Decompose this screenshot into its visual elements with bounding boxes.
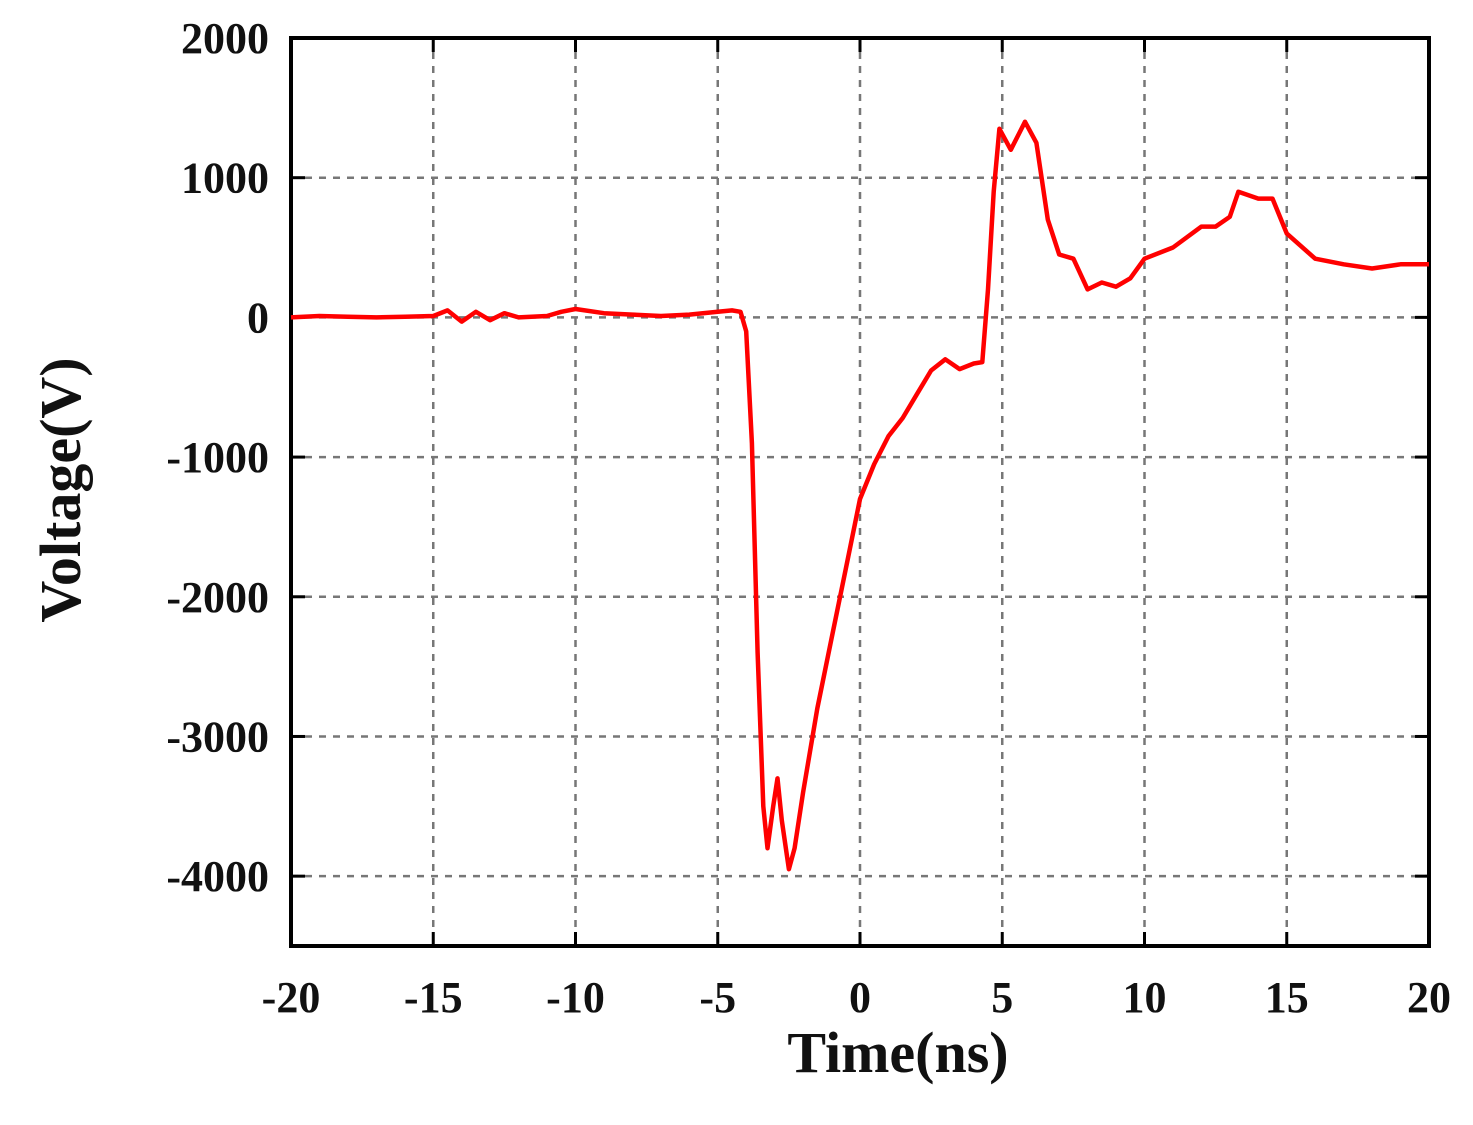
x-tick-label: -15 bbox=[404, 973, 463, 1022]
x-tick-label: 15 bbox=[1265, 973, 1309, 1022]
y-axis-title: Voltage(V) bbox=[28, 357, 93, 622]
x-tick-label: -10 bbox=[546, 973, 605, 1022]
x-tick-label: -20 bbox=[262, 973, 321, 1022]
y-tick-label: 2000 bbox=[181, 14, 269, 63]
x-tick-label: 5 bbox=[991, 973, 1013, 1022]
y-tick-label: -1000 bbox=[166, 433, 269, 482]
y-tick-label: -2000 bbox=[166, 573, 269, 622]
plot-frame bbox=[289, 36, 1431, 948]
y-tick-label: 1000 bbox=[181, 154, 269, 203]
y-tick-label: 0 bbox=[247, 293, 269, 342]
x-tick-label: -5 bbox=[699, 973, 736, 1022]
y-tick-label: -4000 bbox=[166, 852, 269, 901]
x-tick-label: 0 bbox=[849, 973, 871, 1022]
line-series bbox=[290, 119, 1429, 872]
x-tick-label: 20 bbox=[1407, 973, 1451, 1022]
x-axis-title: Time(ns) bbox=[787, 1020, 1008, 1085]
x-tick-label: 10 bbox=[1123, 973, 1167, 1022]
y-tick-label: -3000 bbox=[166, 712, 269, 761]
